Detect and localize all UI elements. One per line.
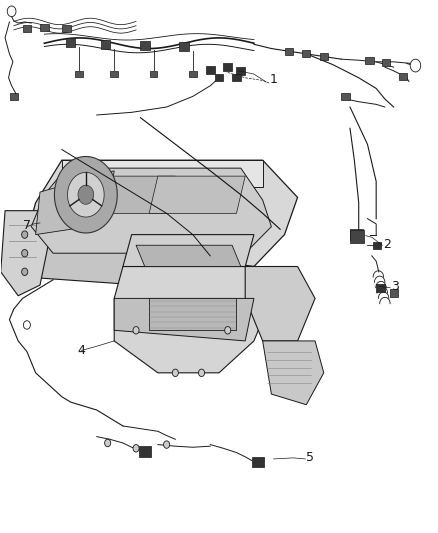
Polygon shape: [136, 245, 241, 266]
Bar: [399, 72, 407, 79]
Bar: [215, 74, 223, 82]
Bar: [40, 24, 49, 31]
Bar: [376, 284, 385, 292]
Bar: [66, 38, 75, 47]
Polygon shape: [114, 266, 272, 373]
Circle shape: [163, 441, 170, 448]
Bar: [150, 71, 157, 77]
Polygon shape: [35, 171, 114, 235]
Bar: [350, 230, 364, 243]
Polygon shape: [27, 160, 297, 266]
Polygon shape: [149, 176, 245, 213]
Bar: [365, 56, 374, 64]
Polygon shape: [123, 235, 254, 266]
Bar: [223, 63, 232, 71]
Bar: [390, 289, 398, 297]
Text: 1: 1: [269, 73, 277, 86]
Circle shape: [133, 327, 139, 334]
Polygon shape: [97, 176, 175, 213]
Bar: [62, 25, 71, 32]
Bar: [382, 60, 390, 66]
Bar: [232, 74, 241, 82]
Circle shape: [21, 231, 28, 238]
Bar: [350, 229, 363, 240]
Polygon shape: [67, 172, 104, 217]
Text: 3: 3: [392, 280, 399, 294]
Circle shape: [225, 327, 231, 334]
Bar: [285, 48, 293, 55]
Polygon shape: [114, 298, 254, 341]
Text: 4: 4: [77, 344, 85, 357]
Bar: [22, 25, 31, 32]
Bar: [10, 93, 18, 100]
Bar: [140, 41, 150, 50]
Bar: [252, 457, 265, 467]
Polygon shape: [1, 211, 49, 296]
Bar: [189, 71, 197, 77]
Bar: [101, 40, 110, 49]
Circle shape: [21, 268, 28, 276]
Bar: [206, 66, 215, 74]
Polygon shape: [149, 298, 237, 330]
Polygon shape: [62, 160, 263, 187]
Text: 2: 2: [383, 238, 391, 251]
Bar: [110, 71, 118, 77]
Polygon shape: [78, 185, 94, 204]
Circle shape: [23, 321, 30, 329]
Text: 7: 7: [22, 219, 31, 232]
Bar: [302, 51, 310, 58]
Circle shape: [21, 249, 28, 257]
Polygon shape: [54, 157, 117, 233]
Polygon shape: [245, 266, 315, 341]
Circle shape: [172, 369, 178, 376]
Bar: [237, 67, 245, 75]
Bar: [179, 42, 189, 51]
Circle shape: [133, 445, 139, 452]
Circle shape: [105, 439, 111, 447]
Polygon shape: [263, 341, 324, 405]
Text: 5: 5: [306, 450, 314, 464]
Polygon shape: [31, 168, 272, 253]
Bar: [373, 241, 381, 249]
Bar: [320, 53, 328, 60]
Circle shape: [410, 59, 421, 72]
Circle shape: [198, 369, 205, 376]
Bar: [139, 446, 151, 457]
Circle shape: [7, 6, 16, 17]
Bar: [341, 93, 350, 100]
Bar: [75, 71, 83, 77]
Polygon shape: [27, 235, 254, 293]
